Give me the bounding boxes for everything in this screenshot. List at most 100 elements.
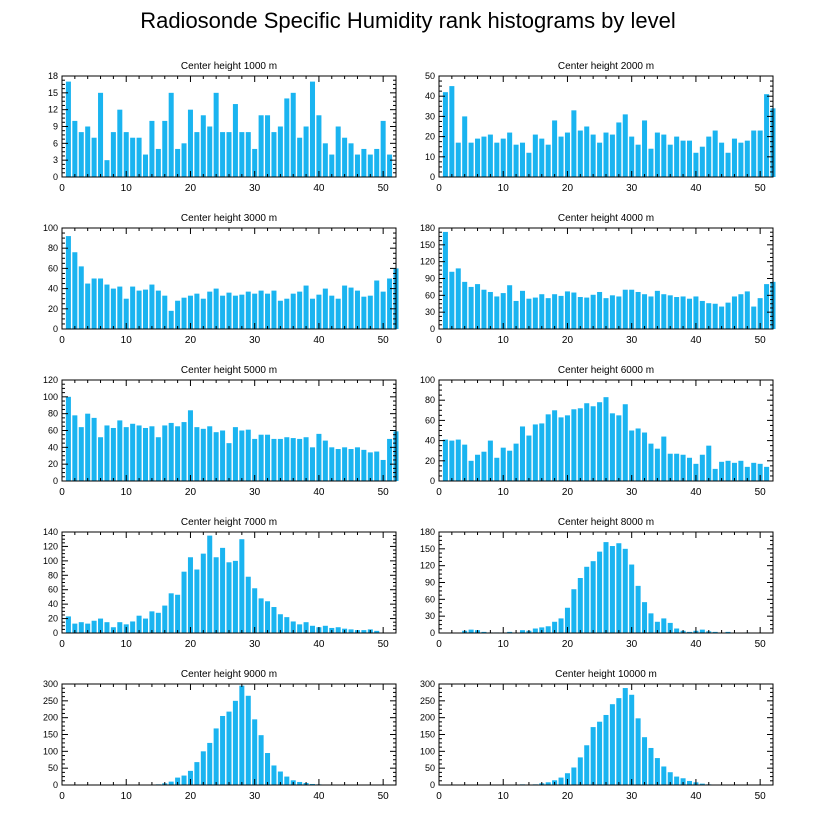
y-tick-label: 180 (420, 223, 435, 233)
y-tick-label: 150 (420, 544, 435, 554)
histogram-bar (584, 745, 590, 785)
x-tick-label: 40 (313, 791, 325, 802)
histogram-bar (603, 714, 609, 785)
histogram-bar (374, 148, 380, 177)
histogram-bar (207, 742, 213, 785)
histogram-bar (648, 148, 654, 177)
histogram-bar (481, 136, 487, 177)
histogram-bar (507, 631, 513, 633)
histogram-bar (297, 137, 303, 177)
histogram-bar (526, 298, 532, 329)
histogram-bar (680, 296, 686, 329)
histogram-bar (258, 598, 264, 633)
histogram-bar (207, 126, 213, 177)
histogram-bar (78, 427, 84, 481)
histogram-bar (642, 602, 648, 633)
histogram-bar (442, 231, 448, 329)
panel-title: Center height 1000 m (181, 61, 277, 72)
histogram-bar (271, 607, 277, 633)
histogram-bar (239, 132, 245, 177)
x-tick-label: 0 (436, 335, 442, 346)
histogram-bar (545, 298, 551, 329)
histogram-bar (751, 462, 757, 481)
histogram-bar (245, 429, 251, 481)
panel-title: Center height 6000 m (558, 365, 654, 376)
histogram-bar (449, 86, 455, 177)
histogram-bar (374, 630, 380, 633)
histogram-panel-3: Center height 3000 m 0 10 20 30 40 50 0 20 40 60 80… (43, 213, 399, 346)
histogram-bar (693, 152, 699, 177)
histogram-bar (686, 780, 693, 785)
histogram-bar (468, 286, 474, 329)
histogram-bar (475, 454, 481, 481)
y-tick-label: 80 (48, 409, 58, 419)
histogram-bar (168, 310, 174, 329)
histogram-bar (629, 430, 635, 481)
histogram-bar (635, 585, 641, 633)
histogram-bar (348, 449, 354, 481)
histogram-bar (91, 278, 97, 329)
histogram-bar (181, 775, 187, 785)
y-tick-label: 60 (425, 594, 435, 604)
histogram-bar (72, 415, 78, 481)
histogram-bar (648, 613, 654, 633)
histogram-bar (616, 296, 622, 329)
histogram-bar (757, 298, 763, 329)
histogram-bar (354, 154, 360, 177)
histogram-bar (622, 114, 628, 177)
histogram-bar (98, 618, 104, 633)
histogram-bar (130, 137, 136, 177)
histogram-bar (642, 294, 648, 329)
histogram-bar (674, 136, 680, 177)
histogram-bar (487, 134, 493, 177)
histogram-bar (616, 543, 622, 633)
histogram-bar (374, 280, 380, 329)
histogram-panel-2: Center height 2000 m 0 10 20 30 40 50 0 10 20 30 40… (425, 61, 776, 194)
histogram-bar (168, 781, 174, 785)
histogram-bar (194, 132, 200, 177)
histogram-bar (65, 236, 71, 329)
histogram-bar (187, 557, 193, 633)
histogram-bar (719, 306, 725, 329)
histogram-bar (513, 443, 519, 481)
histogram-bar (297, 624, 303, 633)
histogram-bar (686, 631, 693, 633)
x-tick-label: 0 (436, 639, 442, 650)
histogram-bar (252, 588, 258, 633)
histogram-bar (699, 454, 705, 481)
histogram-bar (348, 629, 354, 633)
histogram-bar (245, 576, 251, 633)
histogram-bar (648, 747, 654, 785)
histogram-bar (751, 306, 757, 329)
histogram-bar (590, 294, 596, 329)
histogram-bar (545, 414, 551, 481)
histogram-bar (175, 426, 181, 481)
histogram-bar (110, 288, 116, 329)
histogram-bar (545, 782, 551, 785)
histogram-bar (297, 781, 303, 785)
histogram-bar (181, 571, 187, 633)
histogram-bar (661, 134, 667, 177)
histogram-bar (571, 409, 577, 481)
histogram-bar (117, 286, 123, 329)
histogram-bar (136, 425, 142, 481)
histogram-bar (175, 148, 181, 177)
histogram-bar (725, 302, 731, 329)
histogram-bar (577, 297, 583, 329)
histogram-bar (500, 447, 506, 481)
histogram-bar (442, 439, 448, 481)
x-tick-label: 20 (562, 487, 574, 498)
histogram-bar (577, 757, 583, 785)
histogram-bar (72, 252, 78, 329)
histogram-bar (699, 146, 705, 177)
y-tick-label: 0 (430, 324, 435, 334)
histogram-bar (85, 283, 91, 329)
histogram-bar (361, 630, 367, 633)
histogram-bar (104, 160, 110, 177)
histogram-bar (239, 430, 245, 481)
y-tick-label: 100 (43, 746, 58, 756)
y-tick-label: 50 (48, 763, 58, 773)
y-tick-label: 100 (420, 746, 435, 756)
histogram-bar (354, 290, 360, 329)
histogram-bar (642, 737, 648, 785)
